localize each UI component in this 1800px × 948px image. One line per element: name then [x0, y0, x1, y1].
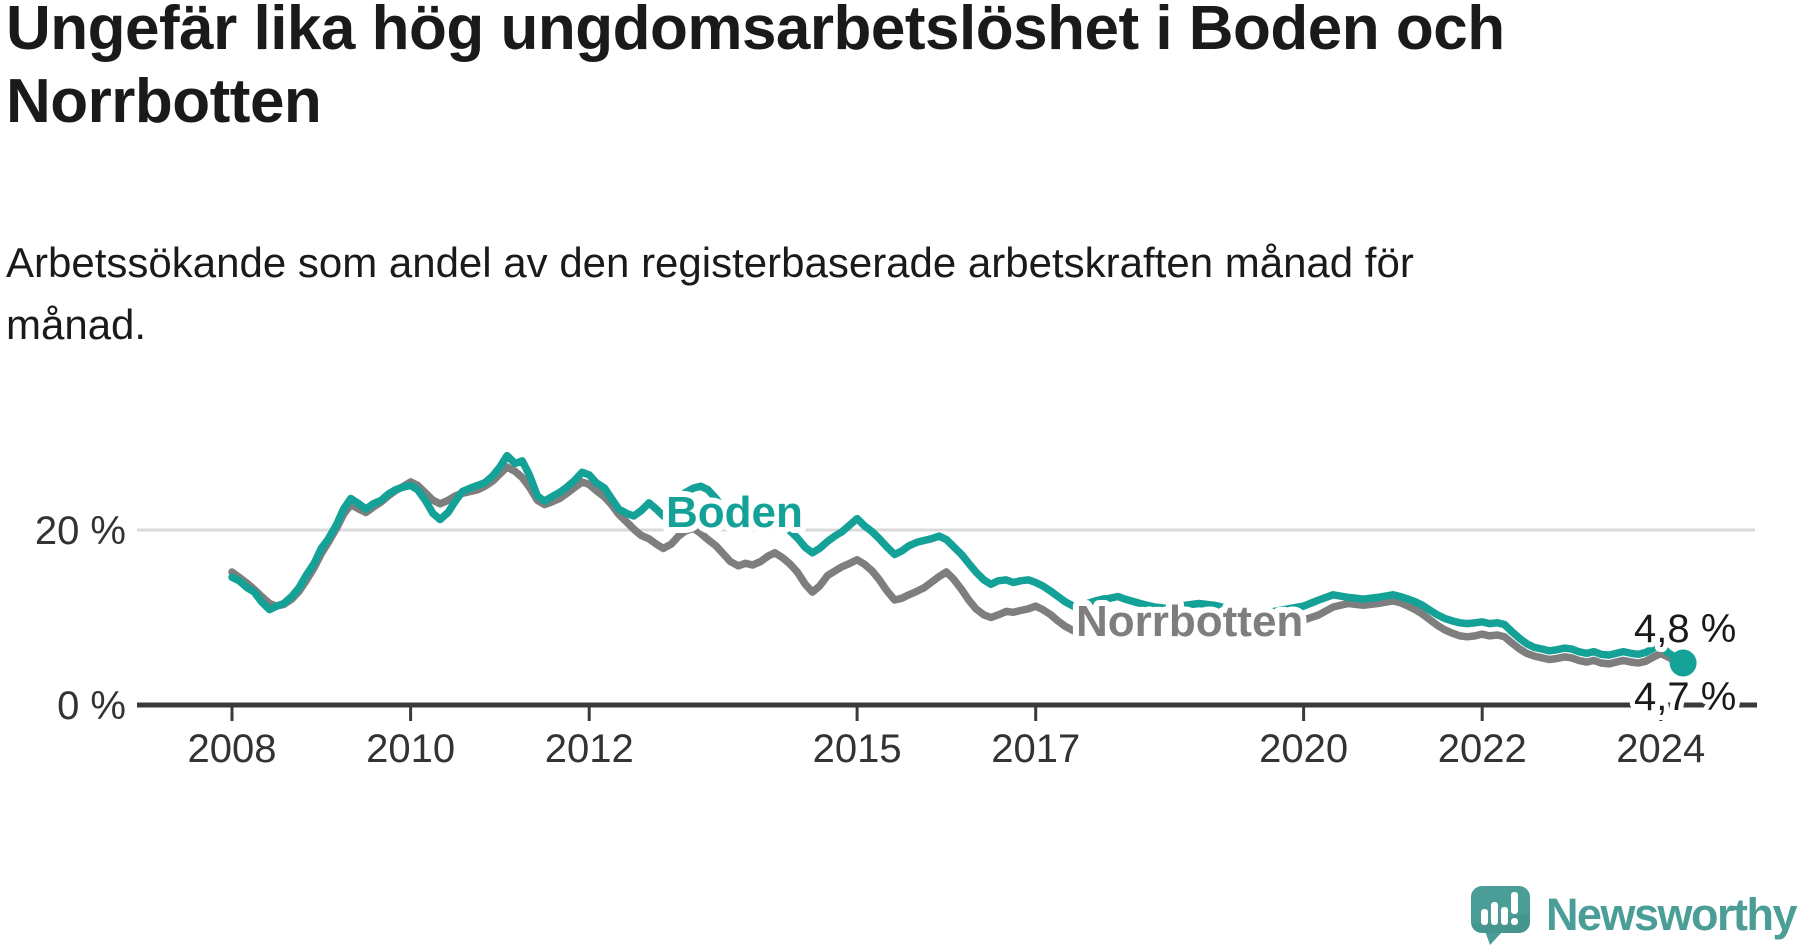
x-tick-label: 2022 [1438, 727, 1527, 771]
series-line-boden [228, 451, 1687, 667]
x-tick-label: 2024 [1616, 727, 1705, 771]
series-label-boden: Boden [666, 488, 803, 537]
x-tick-label: 2015 [813, 727, 902, 771]
series-and-value-labels: Boden Norrbotten 4,8 % 4,7 % [660, 482, 1741, 724]
x-tick-label: 2012 [545, 727, 634, 771]
series-label-norrbotten: Norrbotten [1076, 597, 1303, 646]
end-value-label-norrbotten: 4,7 % [1634, 675, 1736, 719]
x-tick-label: 2010 [366, 727, 455, 771]
x-tick-label: 2008 [188, 727, 277, 771]
newsworthy-logo-text: Newsworthy [1545, 889, 1798, 940]
newsworthy-icon [1470, 886, 1530, 945]
series-line-norrbotten [228, 463, 1687, 668]
data-series [228, 451, 1687, 668]
end-value-label-boden: 4,8 % [1634, 607, 1736, 651]
y-tick-label: 20 % [35, 509, 126, 553]
y-tick-label: 0 % [57, 684, 126, 728]
x-tick-label: 2020 [1259, 727, 1348, 771]
speech-bubble-tail [1484, 931, 1503, 945]
bubble-fold-shade [1470, 913, 1530, 933]
x-tick-label: 2017 [991, 727, 1080, 771]
bar-chart-glyph [1480, 892, 1518, 925]
axis-ticks-and-labels: 20 % 0 % 2008 2010 2012 2015 2017 2020 2022 2024 [35, 509, 1705, 771]
page-title: Ungefär lika hög ungdomsarbetslöshet i B… [6, 0, 1505, 136]
newsworthy-logo: Newsworthy [1470, 884, 1798, 946]
chart-subtitle: Arbetssökande som andel av den registerb… [6, 239, 1414, 348]
end-point-marker-boden [1669, 649, 1697, 677]
